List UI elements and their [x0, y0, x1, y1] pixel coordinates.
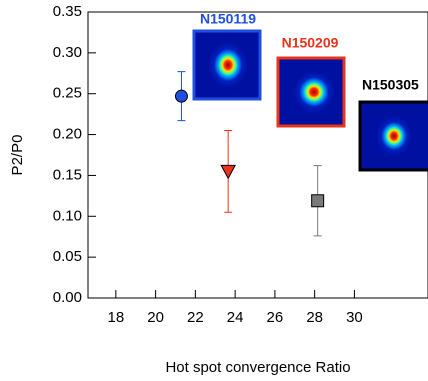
annotation: N150305: [362, 77, 419, 93]
x-tick-label: 20: [147, 309, 164, 326]
thumbnail: [360, 102, 428, 170]
y-tick-label: 0.30: [53, 44, 82, 61]
y-axis-label: P2/P0: [9, 135, 26, 176]
y-tick-label: 0.25: [53, 85, 82, 102]
marker: [175, 90, 187, 102]
y-tick-label: 0.05: [53, 248, 82, 265]
chart: P2/P0 Hot spot convergence Ratio N150119…: [0, 0, 428, 381]
annotation: N150119: [200, 11, 256, 27]
x-tick-label: 22: [187, 309, 204, 326]
y-tick-label: 0.20: [53, 126, 82, 143]
x-tick-label: 18: [107, 309, 124, 326]
x-tick-label: 28: [306, 309, 323, 326]
y-tick-label: 0.10: [53, 207, 82, 224]
marker: [312, 195, 324, 207]
x-tick-label: 26: [267, 309, 284, 326]
thumbnail: [278, 58, 344, 126]
x-tick-label: 24: [227, 309, 244, 326]
thumbnail: [194, 31, 260, 99]
annotation: N150209: [282, 35, 339, 51]
x-axis-label: Hot spot convergence Ratio: [165, 359, 350, 376]
y-tick-label: 0.35: [53, 3, 82, 20]
y-tick-label: 0.00: [53, 289, 82, 306]
marker: [221, 165, 235, 178]
x-tick-label: 30: [346, 309, 363, 326]
y-tick-label: 0.15: [53, 166, 82, 183]
